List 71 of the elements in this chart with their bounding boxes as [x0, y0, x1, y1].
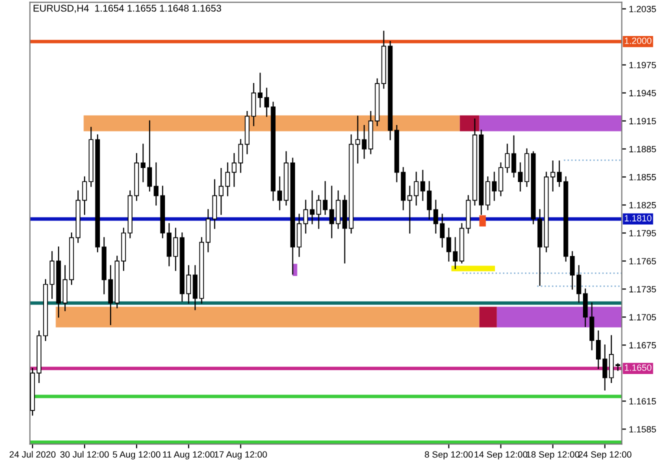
- candlestick: [186, 265, 191, 304]
- y-tick-label: 1.1855: [629, 174, 656, 180]
- candlestick: [407, 186, 412, 234]
- y-tick-label: 1.2035: [629, 6, 656, 12]
- candlestick: [570, 251, 575, 290]
- x-tick-label: 11 Aug 12:00: [163, 451, 215, 460]
- candlestick: [264, 88, 270, 117]
- candlestick: [550, 160, 556, 192]
- candlestick: [556, 160, 562, 187]
- candlestick: [238, 139, 244, 173]
- y-tick-label: 1.1975: [629, 62, 656, 68]
- x-tick-label: 14 Sep 12:00: [474, 451, 528, 460]
- ref-line-label: 1.1810: [624, 215, 652, 222]
- candlestick: [277, 176, 282, 210]
- y-tick-label: 1.1915: [629, 118, 656, 124]
- x-tick-label: 24 Sep 12:00: [578, 451, 632, 460]
- y-tick-label: 1.1585: [629, 426, 656, 432]
- candlestick: [452, 237, 458, 270]
- candlestick: [609, 335, 614, 383]
- candlestick: [518, 162, 523, 192]
- y-tick-label: 1.1825: [629, 202, 656, 208]
- ref-line-label: 1.1650: [624, 364, 652, 371]
- candlestick: [258, 72, 263, 108]
- candlestick: [433, 200, 438, 234]
- candlestick: [336, 190, 341, 229]
- candlestick: [225, 162, 230, 196]
- candlestick: [440, 214, 445, 248]
- candlestick: [218, 168, 224, 215]
- y-tick-label: 1.1945: [629, 90, 656, 96]
- candlestick: [322, 181, 328, 215]
- x-tick-label: 5 Aug 12:00: [112, 451, 160, 460]
- y-tick-label: 1.1705: [629, 314, 656, 320]
- candlestick: [576, 265, 582, 303]
- chart-title: EURUSD,H4 1.1654 1.1655 1.1648 1.1653: [34, 4, 222, 13]
- ref-line-label: 1.2000: [624, 38, 652, 44]
- candlestick: [414, 172, 419, 206]
- candlestick: [310, 190, 315, 224]
- candlestick: [582, 288, 588, 327]
- candlestick: [426, 181, 432, 220]
- y-tick-label: 1.1795: [629, 230, 656, 236]
- candlestick: [589, 302, 594, 350]
- candlestick: [251, 83, 256, 126]
- candlestick: [596, 330, 601, 369]
- candlestick: [232, 153, 237, 187]
- y-tick-label: 1.1675: [629, 342, 656, 348]
- candlestick: [420, 170, 426, 201]
- x-tick-label: 8 Sep 12:00: [424, 451, 473, 460]
- candlestick: [485, 176, 490, 210]
- y-tick-label: 1.1885: [629, 146, 656, 152]
- candlestick: [446, 228, 452, 262]
- candlestick: [316, 195, 322, 229]
- candlestick: [511, 135, 516, 178]
- x-tick-label: 30 Jul 12:00: [60, 451, 109, 458]
- candlestick: [303, 200, 308, 234]
- y-tick-label: 1.1765: [629, 258, 656, 264]
- y-tick-label: 1.1735: [629, 286, 656, 292]
- candlestick: [504, 144, 510, 173]
- candlestick: [602, 344, 608, 390]
- y-tick-label: 1.1615: [629, 398, 656, 404]
- candlestick: [192, 265, 198, 310]
- candlestick: [329, 186, 334, 238]
- x-tick-label: 24 Jul 2020: [10, 451, 56, 458]
- candlestick: [296, 214, 302, 257]
- candlestick: [355, 116, 360, 164]
- x-tick-label: 18 Sep 12:00: [526, 451, 580, 460]
- candlestick: [362, 125, 367, 159]
- candlestick: [498, 162, 504, 196]
- candlestick: [212, 179, 218, 229]
- x-tick-label: 17 Aug 12:00: [214, 451, 267, 460]
- candlestick: [492, 172, 497, 201]
- candlestick: [206, 209, 210, 252]
